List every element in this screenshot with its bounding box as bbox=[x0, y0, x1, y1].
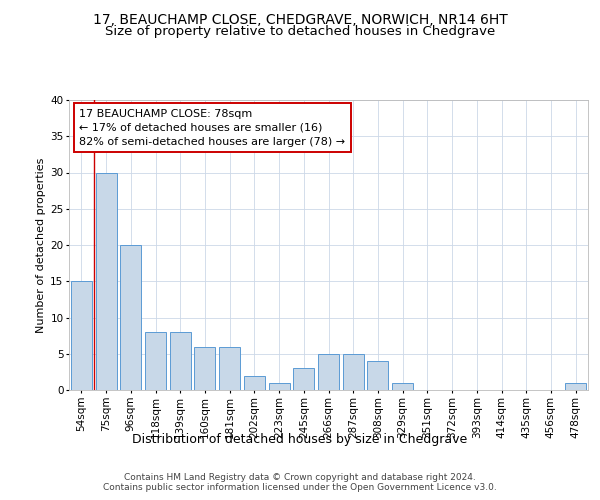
Bar bbox=[293, 368, 314, 390]
Bar bbox=[269, 383, 290, 390]
Bar bbox=[71, 281, 92, 390]
Bar bbox=[392, 383, 413, 390]
Bar bbox=[145, 332, 166, 390]
Text: Size of property relative to detached houses in Chedgrave: Size of property relative to detached ho… bbox=[105, 25, 495, 38]
Bar bbox=[170, 332, 191, 390]
Bar bbox=[367, 361, 388, 390]
Text: Distribution of detached houses by size in Chedgrave: Distribution of detached houses by size … bbox=[133, 432, 467, 446]
Bar bbox=[343, 354, 364, 390]
Bar bbox=[219, 346, 240, 390]
Text: 17, BEAUCHAMP CLOSE, CHEDGRAVE, NORWICH, NR14 6HT: 17, BEAUCHAMP CLOSE, CHEDGRAVE, NORWICH,… bbox=[92, 12, 508, 26]
Text: Contains HM Land Registry data © Crown copyright and database right 2024.
Contai: Contains HM Land Registry data © Crown c… bbox=[103, 472, 497, 492]
Bar bbox=[95, 172, 116, 390]
Bar bbox=[244, 376, 265, 390]
Bar bbox=[318, 354, 339, 390]
Text: 17 BEAUCHAMP CLOSE: 78sqm
← 17% of detached houses are smaller (16)
82% of semi-: 17 BEAUCHAMP CLOSE: 78sqm ← 17% of detac… bbox=[79, 108, 346, 146]
Bar bbox=[565, 383, 586, 390]
Y-axis label: Number of detached properties: Number of detached properties bbox=[36, 158, 46, 332]
Bar bbox=[194, 346, 215, 390]
Bar bbox=[120, 245, 141, 390]
